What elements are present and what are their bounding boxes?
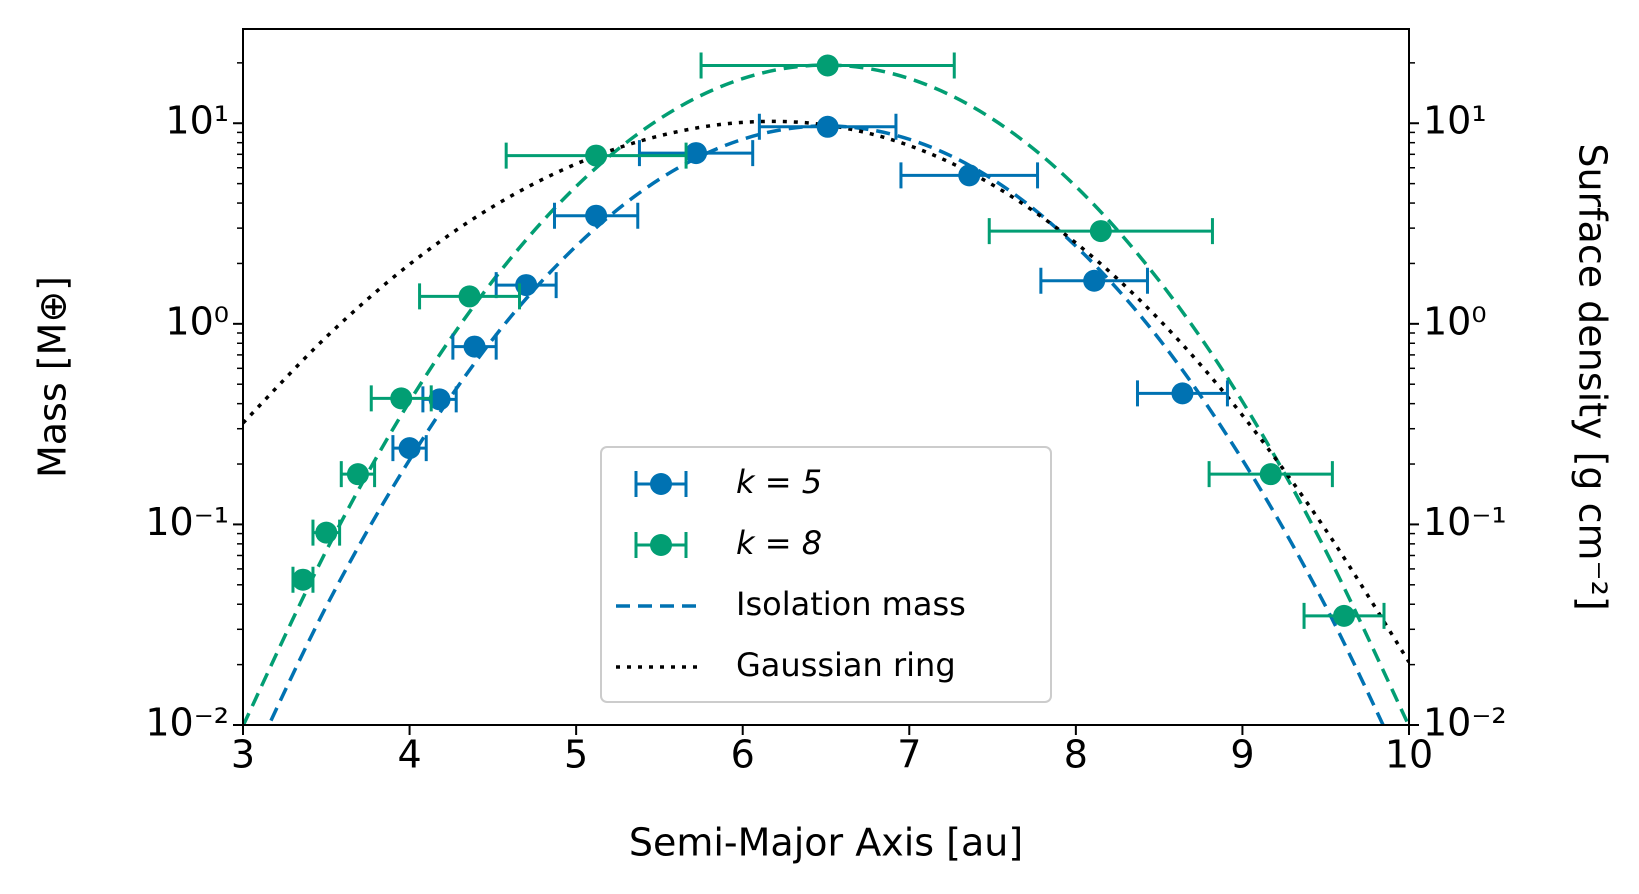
- error-point: [987, 218, 1214, 245]
- legend-box: [600, 446, 1052, 703]
- data-point: [1171, 382, 1194, 405]
- data-point: [816, 54, 839, 77]
- error-point: [504, 142, 688, 169]
- y-tick-label: 10⁰: [165, 299, 229, 343]
- x-tick-label: 7: [897, 733, 921, 777]
- data-point: [463, 335, 486, 358]
- data-point: [1259, 463, 1282, 486]
- error-point: [1039, 267, 1149, 294]
- data-point: [346, 463, 369, 486]
- error-point: [1302, 602, 1386, 629]
- x-tick-label: 10: [1385, 733, 1433, 777]
- x-tick-label: 8: [1064, 733, 1088, 777]
- y-tick-label: 10¹: [165, 99, 229, 143]
- error-point: [637, 140, 755, 167]
- error-point: [391, 435, 428, 462]
- error-point: [311, 519, 342, 546]
- error-point: [339, 461, 377, 488]
- error-point: [552, 202, 640, 229]
- model-line: [243, 119, 1409, 663]
- data-point: [1083, 269, 1106, 292]
- y2-tick-label: 10⁻²: [1423, 701, 1507, 745]
- legend-label: k = 5: [736, 463, 822, 501]
- legend-label: k = 8: [736, 524, 822, 562]
- data-point: [1089, 220, 1112, 243]
- data-point: [390, 387, 413, 410]
- data-point: [816, 115, 839, 138]
- data-point: [458, 285, 481, 308]
- y-tick-label: 10⁻¹: [145, 500, 229, 544]
- y2-tick-label: 10¹: [1423, 99, 1487, 143]
- error-point: [451, 333, 498, 360]
- error-point: [369, 385, 433, 412]
- legend-marker: [650, 534, 672, 556]
- error-point: [1135, 380, 1229, 407]
- plot-area: [243, 52, 1409, 725]
- axes-frame: [242, 28, 1410, 726]
- error-point: [699, 52, 956, 79]
- x-tick-label: 4: [397, 733, 421, 777]
- data-point: [291, 568, 314, 591]
- data-point: [1333, 604, 1356, 627]
- legend-label: Isolation mass: [736, 585, 966, 623]
- error-point: [291, 566, 315, 593]
- data-point: [315, 521, 338, 544]
- data-point: [958, 164, 981, 187]
- y-tick-label: 10⁻²: [145, 701, 229, 745]
- y-axis-label: Mass [M⊕]: [31, 276, 75, 478]
- y2-tick-label: 10⁰: [1423, 299, 1487, 343]
- error-point: [494, 272, 558, 299]
- data-point: [398, 437, 421, 460]
- x-tick-label: 6: [731, 733, 755, 777]
- x-tick-label: 9: [1230, 733, 1254, 777]
- x-tick-label: 5: [564, 733, 588, 777]
- x-axis-label: Semi-Major Axis [au]: [629, 821, 1023, 865]
- error-point: [899, 162, 1040, 189]
- x-tick-label: 3: [231, 733, 255, 777]
- data-point: [428, 388, 451, 411]
- legend-marker: [650, 473, 672, 495]
- data-point: [585, 204, 608, 227]
- y2-tick-label: 10⁻¹: [1423, 500, 1507, 544]
- legend-label: Gaussian ring: [736, 646, 956, 684]
- error-point: [757, 113, 898, 140]
- error-point: [418, 283, 522, 310]
- y2-axis-label: Surface density [g cm⁻²]: [1571, 143, 1615, 610]
- error-point: [1207, 461, 1334, 488]
- data-point: [585, 144, 608, 167]
- data-point: [685, 142, 708, 165]
